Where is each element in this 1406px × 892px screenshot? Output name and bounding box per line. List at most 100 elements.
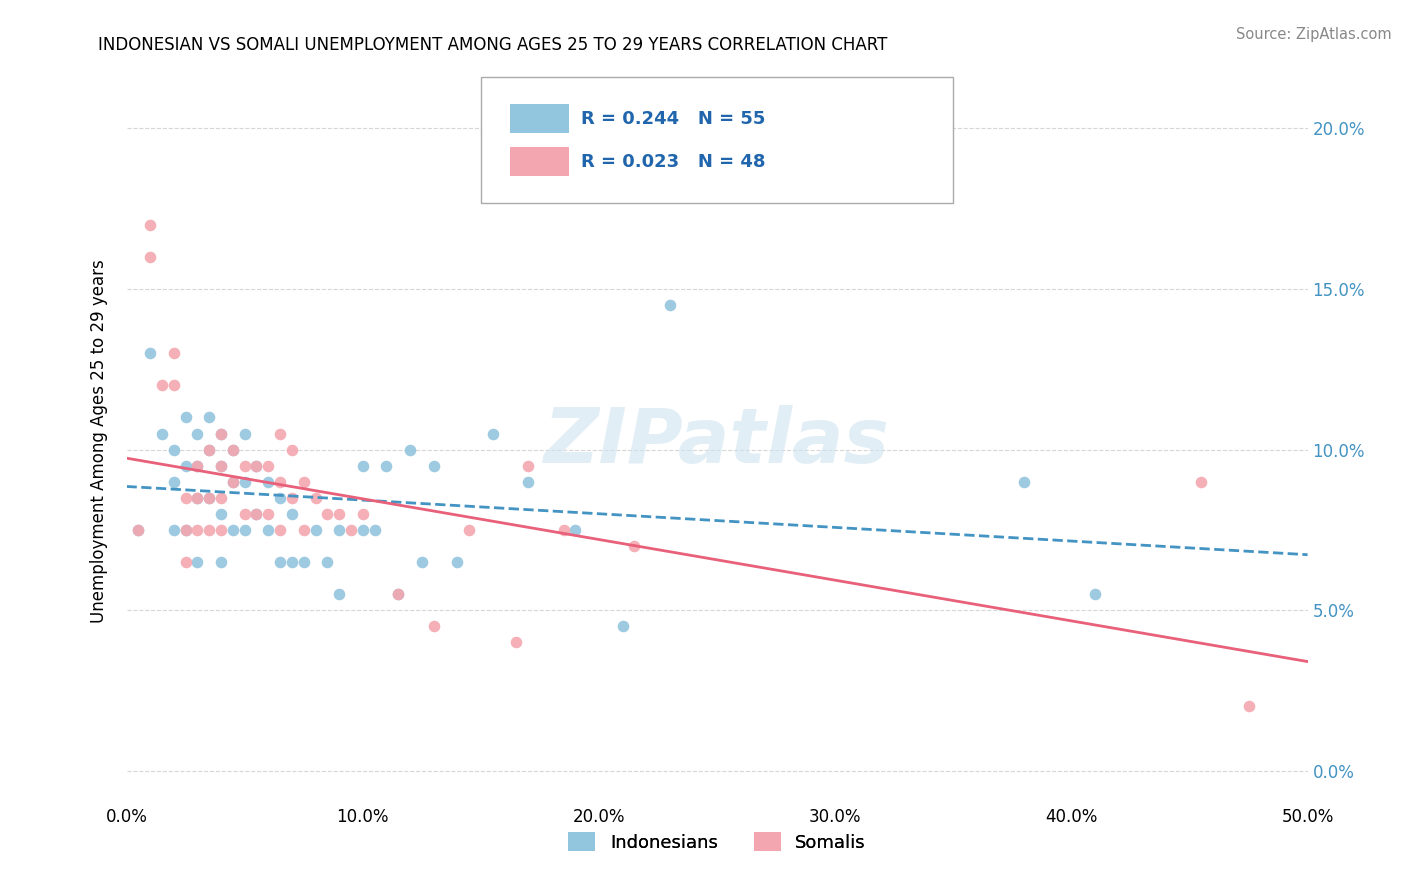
Point: [387, 587, 409, 601]
Point: [186, 491, 208, 505]
Point: [505, 635, 527, 649]
Point: [186, 491, 208, 505]
Point: [209, 426, 232, 441]
Point: [422, 619, 444, 633]
Point: [658, 298, 681, 312]
Point: [233, 426, 256, 441]
Point: [269, 475, 291, 489]
Point: [209, 426, 232, 441]
Point: [281, 442, 304, 457]
Point: [163, 346, 186, 360]
Point: [458, 523, 481, 537]
Point: [446, 555, 468, 569]
FancyBboxPatch shape: [510, 147, 569, 177]
Point: [292, 523, 315, 537]
Point: [233, 475, 256, 489]
Point: [150, 426, 173, 441]
Point: [352, 523, 374, 537]
Point: [174, 523, 197, 537]
Point: [517, 458, 540, 473]
Point: [292, 475, 315, 489]
Point: [328, 507, 350, 521]
Point: [233, 523, 256, 537]
Point: [481, 426, 503, 441]
Point: [292, 555, 315, 569]
Point: [623, 539, 645, 553]
Point: [257, 475, 280, 489]
Point: [186, 523, 208, 537]
Point: [174, 458, 197, 473]
Point: [127, 523, 149, 537]
Point: [257, 507, 280, 521]
Point: [245, 458, 267, 473]
Point: [139, 346, 162, 360]
Point: [375, 458, 398, 473]
Point: [174, 410, 197, 425]
Text: Source: ZipAtlas.com: Source: ZipAtlas.com: [1236, 27, 1392, 42]
Point: [222, 442, 245, 457]
Point: [340, 523, 363, 537]
Point: [1237, 699, 1260, 714]
Point: [281, 491, 304, 505]
Point: [186, 426, 208, 441]
Point: [399, 442, 422, 457]
Point: [163, 378, 186, 392]
Point: [222, 442, 245, 457]
Point: [209, 507, 232, 521]
Point: [233, 458, 256, 473]
Point: [612, 619, 634, 633]
Y-axis label: Unemployment Among Ages 25 to 29 years: Unemployment Among Ages 25 to 29 years: [90, 260, 108, 624]
Point: [269, 523, 291, 537]
Point: [245, 507, 267, 521]
Point: [352, 458, 374, 473]
Point: [127, 523, 149, 537]
Point: [304, 523, 326, 537]
Point: [198, 410, 221, 425]
Point: [163, 475, 186, 489]
Point: [222, 475, 245, 489]
Point: [186, 458, 208, 473]
Point: [553, 523, 575, 537]
Text: INDONESIAN VS SOMALI UNEMPLOYMENT AMONG AGES 25 TO 29 YEARS CORRELATION CHART: INDONESIAN VS SOMALI UNEMPLOYMENT AMONG …: [98, 36, 887, 54]
Point: [139, 218, 162, 232]
Point: [269, 555, 291, 569]
Point: [257, 458, 280, 473]
Point: [209, 555, 232, 569]
Point: [198, 523, 221, 537]
Point: [163, 442, 186, 457]
Point: [174, 491, 197, 505]
Point: [411, 555, 433, 569]
Point: [281, 555, 304, 569]
Point: [163, 523, 186, 537]
Point: [222, 523, 245, 537]
FancyBboxPatch shape: [510, 104, 569, 133]
Point: [198, 442, 221, 457]
Point: [316, 555, 339, 569]
Point: [222, 475, 245, 489]
Point: [198, 491, 221, 505]
Point: [186, 555, 208, 569]
Point: [245, 507, 267, 521]
Point: [209, 458, 232, 473]
Point: [174, 555, 197, 569]
Point: [328, 523, 350, 537]
FancyBboxPatch shape: [481, 77, 953, 203]
Point: [1084, 587, 1107, 601]
Point: [198, 491, 221, 505]
Point: [1012, 475, 1035, 489]
Point: [363, 523, 385, 537]
Point: [316, 507, 339, 521]
Text: ZIPatlas: ZIPatlas: [544, 405, 890, 478]
Point: [209, 491, 232, 505]
Point: [517, 475, 540, 489]
Point: [1189, 475, 1212, 489]
Point: [281, 507, 304, 521]
Point: [387, 587, 409, 601]
Point: [269, 491, 291, 505]
Point: [233, 507, 256, 521]
Point: [422, 458, 444, 473]
Point: [257, 523, 280, 537]
Point: [139, 250, 162, 264]
Point: [198, 442, 221, 457]
Point: [269, 426, 291, 441]
